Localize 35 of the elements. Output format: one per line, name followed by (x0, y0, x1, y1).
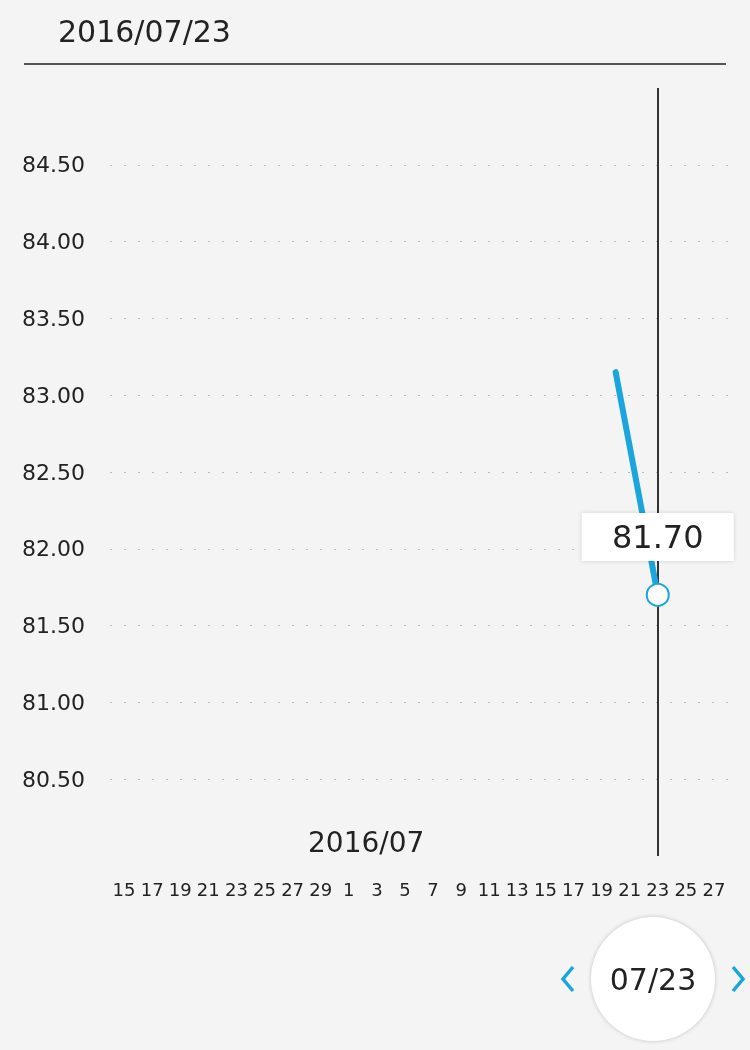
chart-title: 2016/07/23 (24, 14, 726, 65)
x-tick-label: 27 (702, 878, 726, 900)
x-tick-label: 9 (455, 878, 467, 900)
x-tick-label: 11 (477, 878, 501, 900)
x-tick-label: 23 (646, 878, 670, 900)
x-tick-label: 21 (618, 878, 642, 900)
x-tick-label: 29 (309, 878, 333, 900)
x-tick-label: 5 (399, 878, 411, 900)
x-tick-label: 1 (343, 878, 355, 900)
x-tick-label: 19 (590, 878, 614, 900)
text: 07/23 (591, 917, 715, 1041)
x-tick-label: 23 (224, 878, 248, 900)
x-tick-label: 25 (253, 878, 276, 900)
x-tick-label: 15 (112, 878, 136, 900)
x-tick-label: 25 (674, 878, 698, 900)
y-tick-label: 84.00 (22, 229, 85, 255)
x-tick-label: 13 (505, 878, 529, 900)
annotation: 2016/07 (308, 825, 425, 859)
x-tick-label: 27 (281, 878, 305, 900)
y-tick-label: 83.00 (22, 382, 85, 408)
y-tick-label: 82.50 (22, 459, 85, 485)
x-tick-label: 17 (140, 878, 164, 900)
y-tick-label: 83.50 (22, 305, 85, 331)
data-label: 81.70 (611, 517, 704, 556)
y-tick-label: 82.00 (22, 536, 85, 562)
x-tick-label: 7 (427, 878, 439, 900)
y-tick-label: 80.50 (22, 766, 85, 792)
x-tick-label: 21 (196, 878, 220, 900)
y-tick-label: 81.50 (22, 613, 85, 639)
y-tick-label: 81.00 (22, 689, 85, 715)
x-tick-label: 15 (533, 878, 557, 900)
x-tick-label: 3 (371, 878, 383, 900)
y-tick-label: 84.50 (22, 152, 85, 178)
x-tick-label: 19 (168, 878, 192, 900)
x-tick-label: 17 (562, 878, 585, 900)
